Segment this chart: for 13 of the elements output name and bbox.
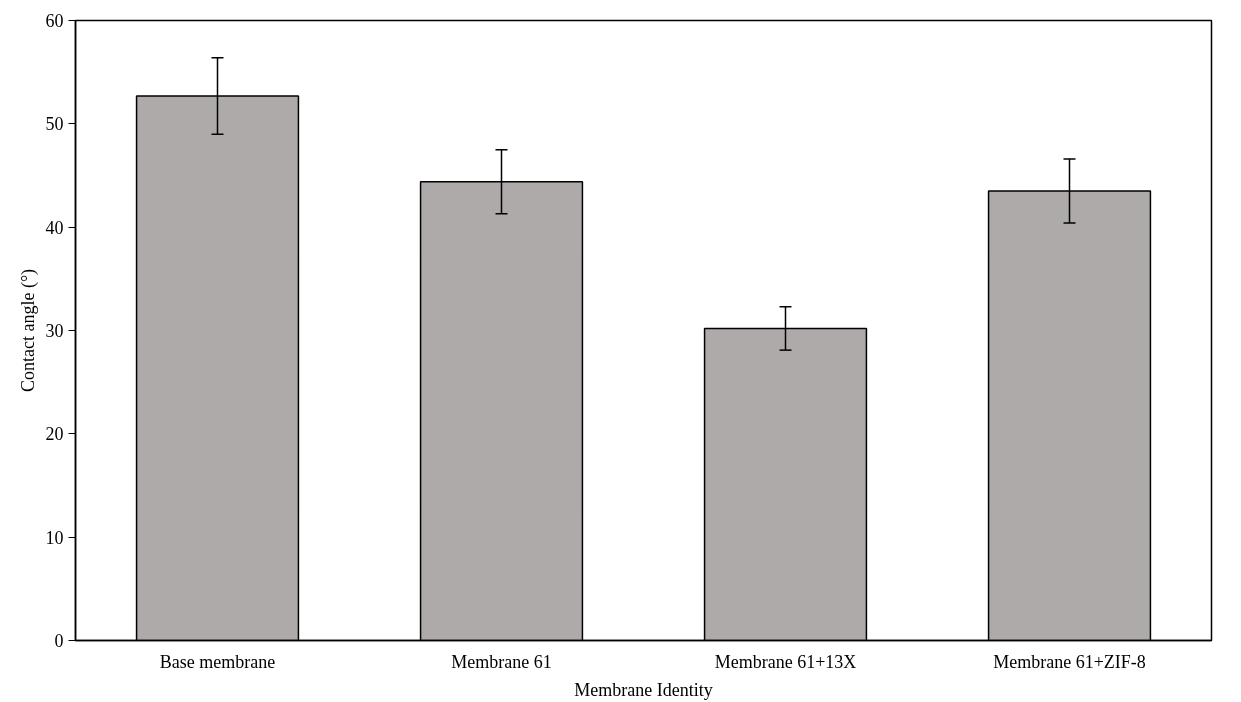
y-tick-label: 40 [45,217,64,238]
y-tick-label: 30 [45,321,64,341]
x-tick-label: Membrane 61 [451,651,552,672]
y-tick-label: 50 [45,114,64,135]
y-tick-label: 0 [54,631,64,651]
y-tick-label: 60 [45,11,64,31]
x-axis-title: Membrane Identity [574,679,713,700]
y-tick-label: 20 [45,424,64,445]
y-tick-label: 10 [45,527,64,548]
y-axis-title: Contact angle (°) [17,268,39,393]
x-tick-label: Base membrane [159,651,276,672]
x-tick-label: Membrane 61+13X [714,651,857,672]
x-tick-label: Membrane 61+ZIF-8 [993,651,1146,672]
